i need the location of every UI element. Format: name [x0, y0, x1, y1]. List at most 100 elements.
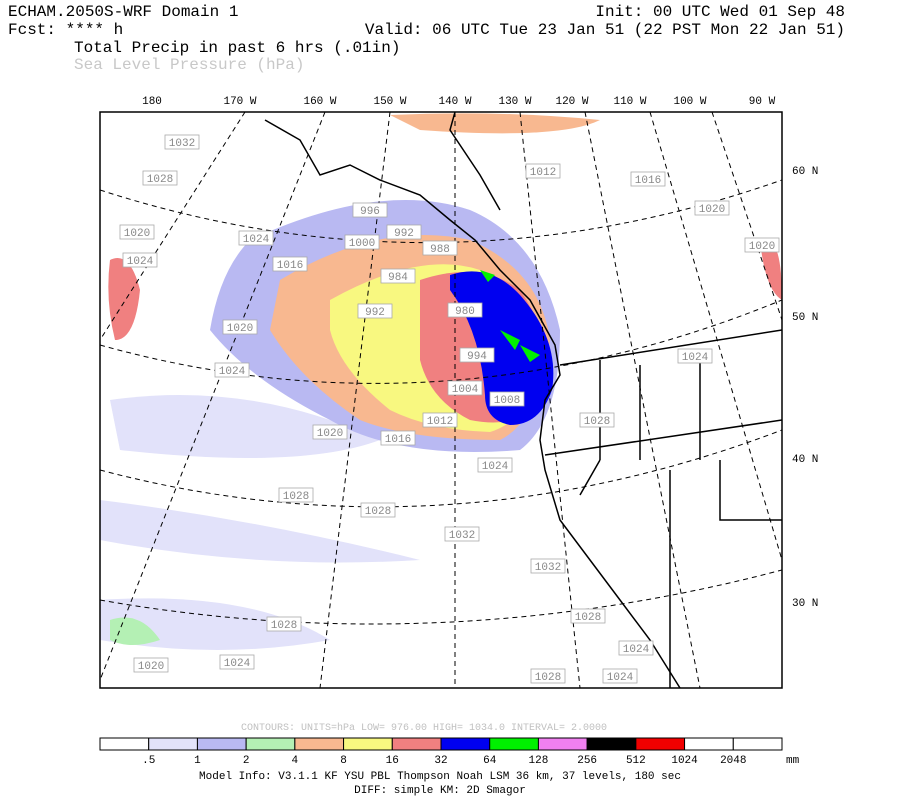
- contour-label-box: [630, 171, 666, 187]
- contour-label-box: [119, 224, 155, 240]
- contour-label: 992: [394, 228, 414, 240]
- contour-label-box: [133, 657, 169, 673]
- contour-label-box: [360, 502, 396, 518]
- contour-label-box: [164, 134, 200, 150]
- contour-label: 984: [388, 272, 408, 284]
- contour-label: 1032: [535, 562, 561, 574]
- colorbar-box: [586, 737, 637, 751]
- diff-info: DIFF: simple KM: 2D Smagor: [354, 785, 526, 797]
- contour-label: 980: [455, 306, 475, 318]
- contour-label: 994: [467, 351, 487, 363]
- colorbar-box: [148, 737, 198, 751]
- contour-label-box: [122, 252, 158, 268]
- contour-label-box: [380, 430, 416, 446]
- contour-label: 1024: [224, 658, 251, 670]
- latitude-label: 60 N: [792, 166, 818, 178]
- colorbar-box: [343, 737, 393, 751]
- contour-label: 1028: [584, 416, 610, 428]
- contour-label-box: [579, 412, 615, 428]
- contour-label: 992: [365, 307, 385, 319]
- contour-label: 1028: [575, 612, 601, 624]
- contour-label-box: [459, 347, 495, 363]
- longitude-label: 100 W: [673, 96, 706, 108]
- colorbar-label: .5: [142, 755, 155, 767]
- longitude-label: 120 W: [555, 96, 588, 108]
- contour-label: 1024: [482, 461, 509, 473]
- contour-label: 1024: [607, 672, 634, 684]
- map-frame: [99, 111, 783, 689]
- contour-labels: 1032 1028 1020 1024 1024 1016 1000 996 992 988 984…: [119, 134, 780, 684]
- contour-label-box: [357, 303, 393, 319]
- colorbar-label: 4: [292, 755, 299, 767]
- contour-label: 1024: [243, 234, 270, 246]
- colorbar-box: [489, 737, 539, 751]
- latitude-labels: 60 N 50 N 40 N 30 N: [792, 166, 818, 610]
- contour-label: 1012: [427, 416, 453, 428]
- contour-label: 1012: [530, 167, 556, 179]
- map: 1032 1028 1020 1024 1024 1016 1000 996 992 988 984…: [100, 112, 782, 688]
- colorbar-label: 256: [577, 755, 597, 767]
- longitude-label: 150 W: [373, 96, 406, 108]
- forecast-hour: Fcst: **** h: [8, 21, 123, 39]
- colorbar-box: [245, 737, 296, 751]
- colorbar-box: [537, 737, 588, 751]
- contour-label-box: [272, 256, 308, 272]
- contour-label-box: [444, 526, 480, 542]
- colorbar-label: 32: [434, 755, 447, 767]
- colorbar-unit: mm: [786, 755, 800, 767]
- colorbar-label: 1024: [671, 755, 698, 767]
- longitude-labels: 180 170 W 160 W 150 W 140 W 130 W 120 W 110 W 10…: [142, 96, 776, 108]
- latitude-label: 50 N: [792, 312, 818, 324]
- valid-time: Valid: 06 UTC Tue 23 Jan 51 (22 PST Mon …: [365, 21, 845, 39]
- contour-label: 1016: [635, 175, 661, 187]
- contour-label: 1004: [452, 384, 479, 396]
- colorbar-box: [635, 737, 686, 751]
- contour-label: 1028: [271, 620, 297, 632]
- contour-label-box: [344, 234, 380, 250]
- longitude-label: 140 W: [438, 96, 471, 108]
- contour-label: 1024: [219, 366, 246, 378]
- colorbar: .5 1 2 4 8 16 32 64 128 256 512 1024 2048 mm: [99, 737, 800, 767]
- coastline: [264, 112, 782, 688]
- contour-label: 1020: [749, 241, 775, 253]
- contour-label-box: [266, 616, 302, 632]
- contour-label-box: [222, 319, 258, 335]
- colorbar-box: [196, 737, 247, 751]
- contour-label-box: [618, 640, 654, 656]
- contour-label-box: [386, 224, 422, 240]
- colorbar-label: 1: [194, 755, 201, 767]
- contour-label: 1032: [169, 138, 195, 150]
- contour-label: 1024: [623, 644, 650, 656]
- latitude-label: 40 N: [792, 454, 818, 466]
- contour-label: 1020: [317, 428, 343, 440]
- contour-label-box: [744, 237, 780, 253]
- contour-label-box: [525, 163, 561, 179]
- colorbar-box: [294, 737, 345, 751]
- colorbar-label: 16: [386, 755, 399, 767]
- colorbar-label: 2048: [720, 755, 746, 767]
- contour-label: 1024: [682, 352, 709, 364]
- latitude-label: 30 N: [792, 598, 818, 610]
- contour-label-box: [477, 457, 513, 473]
- colorbar-label: 64: [483, 755, 497, 767]
- contour-label-box: [677, 348, 713, 364]
- contour-label: 1020: [138, 661, 164, 673]
- contour-label: 1028: [283, 491, 309, 503]
- contour-label-box: [694, 200, 730, 216]
- contour-label-box: [214, 362, 250, 378]
- contour-label-box: [422, 240, 458, 256]
- contour-label: 1020: [227, 323, 253, 335]
- contour-label-box: [142, 170, 178, 186]
- contour-label-box: [570, 608, 606, 624]
- contour-label: 1000: [349, 238, 375, 250]
- contour-label-box: [447, 302, 483, 318]
- colorbar-label: 8: [340, 755, 347, 767]
- longitude-label: 170 W: [223, 96, 256, 108]
- contour-label: 1020: [699, 204, 725, 216]
- field-name: Total Precip in past 6 hrs (.01in): [74, 39, 400, 57]
- contour-label-box: [278, 487, 314, 503]
- contour-label-box: [352, 202, 388, 218]
- model-info: Model Info: V3.1.1 KF YSU PBL Thompson N…: [199, 771, 681, 783]
- contour-label: 1008: [494, 395, 520, 407]
